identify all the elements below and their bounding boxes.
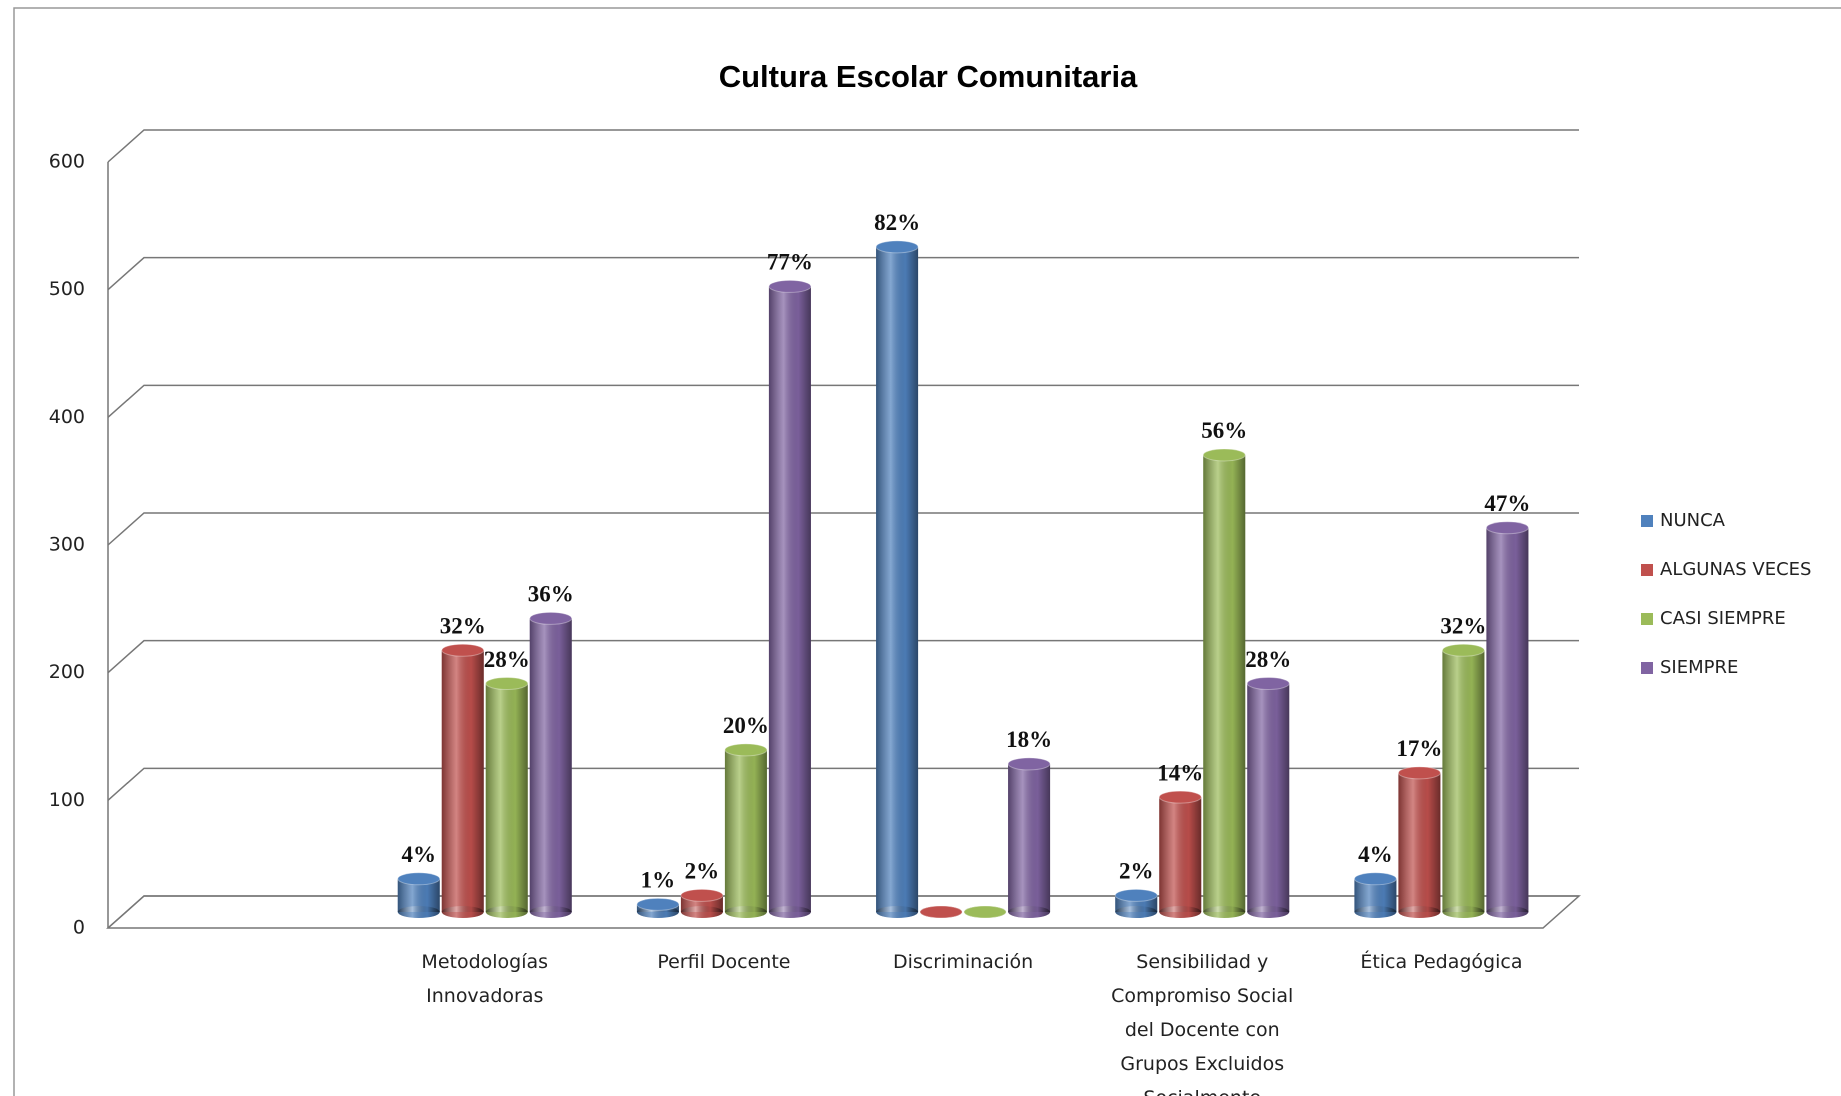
grid-line	[107, 384, 1579, 418]
data-label: 18%	[1006, 727, 1052, 752]
legend-label: CASI SIEMPRE	[1660, 608, 1786, 629]
data-label: 36%	[528, 582, 574, 607]
bar-top	[1158, 790, 1202, 804]
grid-line	[107, 767, 1579, 801]
bar-base-shade	[529, 906, 572, 918]
bar-base-shade	[1442, 906, 1485, 918]
y-tick-label: 300	[49, 534, 85, 556]
bar-top	[875, 240, 919, 254]
data-label: 28%	[484, 647, 530, 672]
bar-shade	[1008, 763, 1051, 912]
data-label: 20%	[723, 713, 769, 738]
x-tick-label: Discriminación	[892, 951, 1034, 973]
bar-shade	[768, 286, 811, 912]
legend-label: ALGUNAS VECES	[1660, 559, 1811, 580]
bar-top	[529, 611, 573, 625]
data-label: 47%	[1484, 491, 1530, 516]
bar-base-shade	[724, 906, 767, 918]
bar-top	[636, 897, 680, 911]
bar-base-shade	[876, 906, 919, 918]
data-label: 2%	[1119, 859, 1154, 884]
y-tick-label: 100	[49, 789, 85, 811]
bar-base-shade	[441, 906, 484, 918]
grid-line	[107, 256, 1579, 291]
legend-swatch	[1641, 515, 1653, 527]
bar-base-shade	[1159, 906, 1202, 918]
grid-line	[107, 895, 1579, 929]
bar-base-shade	[768, 906, 811, 918]
bar-top	[1485, 521, 1529, 535]
bar-top	[768, 279, 812, 293]
bar-top	[1397, 766, 1441, 780]
x-tick-label: Ética Pedagógica	[1360, 951, 1523, 973]
bar-shade	[485, 683, 528, 912]
bar-base-shade	[1398, 906, 1441, 918]
bar-base-shade	[485, 906, 528, 918]
bar-top	[1007, 757, 1051, 771]
grid-line	[107, 129, 1579, 163]
bar-base-shade	[1203, 906, 1246, 918]
legend-swatch	[1641, 662, 1653, 674]
bar-top	[963, 905, 1007, 919]
bar-shade	[876, 246, 919, 912]
bar-shade	[529, 618, 572, 912]
bar-top	[1246, 676, 1290, 690]
bar-base-shade	[1008, 906, 1051, 918]
bar-shade	[724, 749, 767, 912]
data-label: 14%	[1157, 760, 1203, 785]
data-label: 77%	[767, 250, 813, 275]
bar-top	[485, 676, 529, 690]
bar-base-shade	[397, 906, 440, 918]
bar-top	[441, 643, 485, 657]
data-label: 32%	[1440, 614, 1486, 639]
data-label: 17%	[1396, 736, 1442, 761]
data-label: 56%	[1201, 418, 1247, 443]
data-label: 1%	[641, 868, 676, 893]
y-tick-label: 200	[49, 661, 85, 683]
data-label: 82%	[874, 210, 920, 235]
bar-shade	[1203, 454, 1246, 912]
legend-swatch	[1641, 564, 1653, 576]
x-tick-label: Perfil Docente	[657, 951, 791, 973]
legend-label: NUNCA	[1660, 510, 1726, 531]
bar-shade	[441, 650, 484, 912]
bar-shade	[1442, 650, 1485, 912]
bar-top	[1202, 448, 1246, 462]
x-tick-label: Sensibilidad y Compromiso Social del Doc…	[1111, 951, 1294, 1096]
bar-top	[1353, 872, 1397, 886]
y-tick-label: 0	[73, 917, 85, 939]
bar-shade	[1486, 527, 1529, 912]
bar-top	[724, 743, 768, 757]
legend-swatch	[1641, 613, 1653, 625]
bar-top	[919, 905, 963, 919]
bar-top	[680, 888, 724, 902]
y-tick-label: 500	[49, 278, 85, 300]
grid-line	[107, 639, 1579, 674]
bar-base-shade	[1354, 906, 1397, 918]
bar-shade	[1159, 797, 1202, 912]
bar-top	[1114, 888, 1158, 902]
chart-title: Cultura Escolar Comunitaria	[719, 59, 1138, 94]
grid-line	[107, 512, 1579, 546]
data-label: 4%	[1358, 842, 1393, 867]
bar-shade	[1247, 683, 1290, 912]
x-tick-label: Metodologías Innovadoras	[421, 951, 549, 1007]
data-label: 4%	[402, 842, 437, 867]
bar-base-shade	[1247, 906, 1290, 918]
legend-label: SIEMPRE	[1660, 657, 1738, 678]
data-label: 28%	[1245, 647, 1291, 672]
data-label: 32%	[440, 614, 486, 639]
bar-base-shade	[1486, 906, 1529, 918]
data-label: 2%	[685, 859, 720, 884]
bar-base-shade	[1115, 906, 1158, 918]
bar-base-shade	[680, 906, 723, 918]
bar-shade	[1398, 772, 1441, 912]
frame	[13, 7, 1841, 1096]
y-tick-label: 600	[49, 151, 85, 173]
bar-top	[1441, 643, 1485, 657]
y-tick-label: 400	[49, 406, 85, 428]
bar-top	[397, 872, 441, 886]
